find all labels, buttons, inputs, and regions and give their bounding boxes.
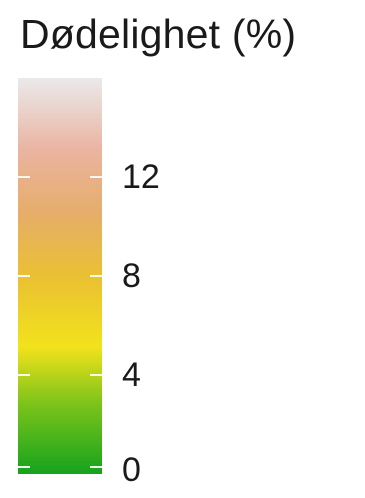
colorbar [18, 78, 102, 474]
colorbar-tick-label: 4 [122, 356, 141, 394]
colorbar-tick-mark-right [90, 466, 102, 468]
colorbar-tick-label: 8 [122, 257, 141, 295]
legend-title: Dødelighet (%) [20, 11, 297, 57]
colorbar-tick-mark-left [18, 275, 30, 277]
colorbar-tick-mark-left [18, 176, 30, 178]
colorbar-tick-mark-left [18, 374, 30, 376]
colorbar-tick-mark-left [18, 466, 30, 468]
colorbar-tick-label: 12 [122, 158, 160, 196]
colorbar-tick-mark-right [90, 275, 102, 277]
colorbar-tick-label: 0 [122, 451, 141, 489]
colorbar-tick-mark-right [90, 176, 102, 178]
colorbar-tick-mark-right [90, 374, 102, 376]
